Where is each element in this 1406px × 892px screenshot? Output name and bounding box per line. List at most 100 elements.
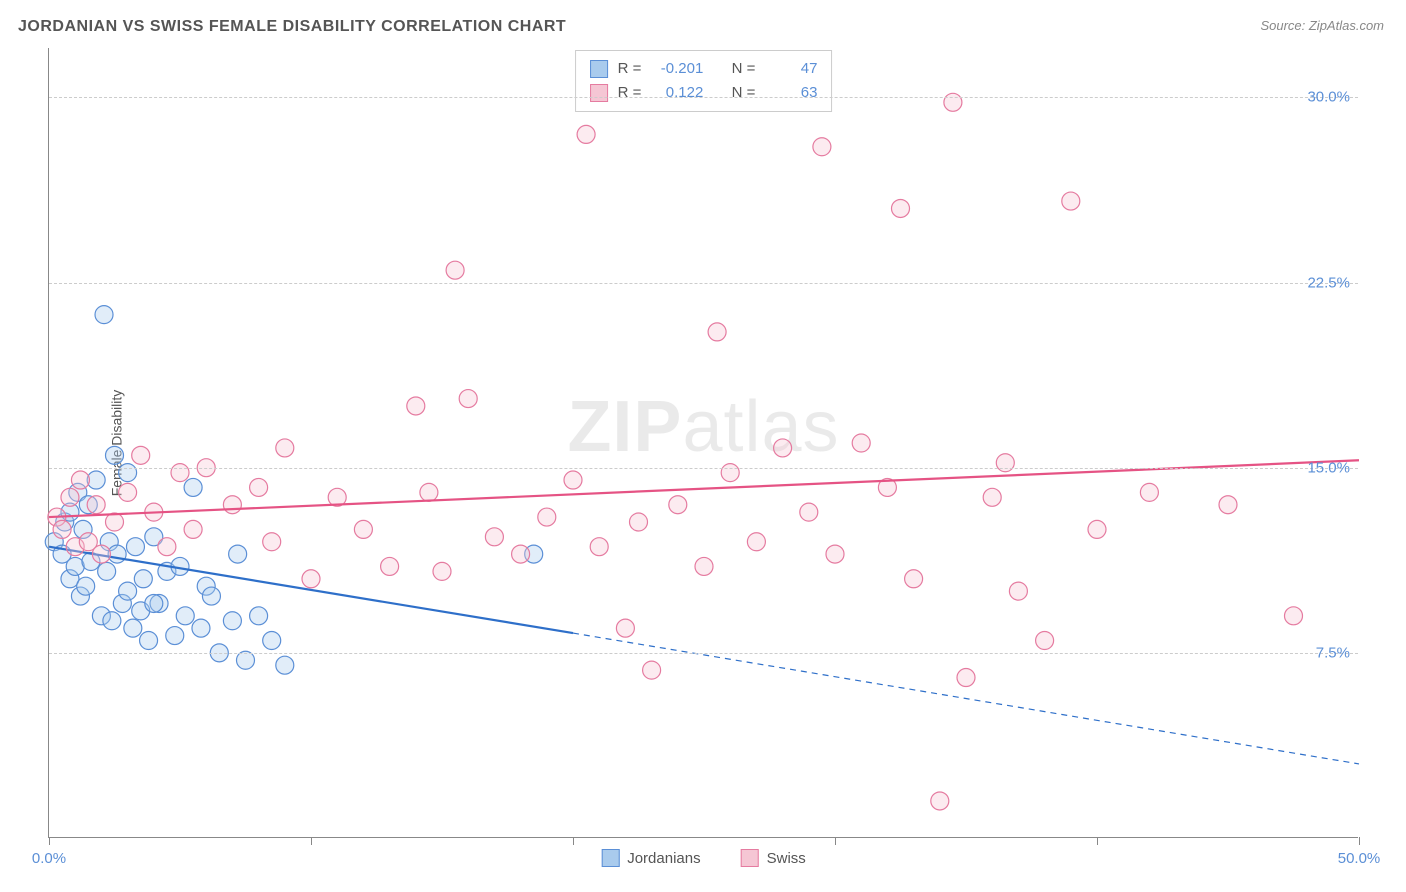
scatter-point — [87, 496, 105, 514]
scatter-point — [512, 545, 530, 563]
x-tick — [1097, 837, 1098, 845]
scatter-point — [263, 632, 281, 650]
n-label: N = — [732, 81, 756, 105]
x-tick-label: 0.0% — [32, 850, 66, 867]
scatter-point — [643, 661, 661, 679]
scatter-point — [813, 138, 831, 156]
scatter-point — [134, 570, 152, 588]
scatter-point — [892, 199, 910, 217]
scatter-point — [176, 607, 194, 625]
scatter-point — [250, 607, 268, 625]
legend-swatch — [741, 849, 759, 867]
scatter-point — [905, 570, 923, 588]
scatter-point — [1088, 520, 1106, 538]
scatter-point — [95, 306, 113, 324]
scatter-point — [708, 323, 726, 341]
scatter-point — [996, 454, 1014, 472]
scatter-point — [616, 619, 634, 637]
x-tick — [1359, 837, 1360, 845]
scatter-point — [184, 520, 202, 538]
scatter-point — [263, 533, 281, 551]
y-tick-label: 22.5% — [1307, 274, 1350, 291]
legend: Jordanians Swiss — [601, 849, 806, 867]
y-tick-label: 30.0% — [1307, 89, 1350, 106]
n-label: N = — [732, 57, 756, 81]
stats-row: R = 0.122 N = 63 — [590, 81, 818, 105]
r-label: R = — [618, 57, 642, 81]
scatter-point — [826, 545, 844, 563]
scatter-point — [250, 478, 268, 496]
correlation-stats-box: R =-0.201 N =47R =0.122 N =63 — [575, 50, 833, 112]
chart-title: JORDANIAN VS SWISS FEMALE DISABILITY COR… — [18, 18, 566, 36]
legend-swatch — [601, 849, 619, 867]
x-tick — [573, 837, 574, 845]
scatter-point — [119, 464, 137, 482]
n-value: 63 — [765, 81, 817, 105]
scatter-point — [77, 577, 95, 595]
r-value: -0.201 — [651, 57, 703, 81]
scatter-point — [145, 594, 163, 612]
chart-svg — [49, 48, 1358, 837]
scatter-point — [564, 471, 582, 489]
gridline — [49, 468, 1358, 469]
scatter-point — [171, 464, 189, 482]
scatter-point — [119, 483, 137, 501]
scatter-point — [1009, 582, 1027, 600]
source-attribution: Source: ZipAtlas.com — [1260, 18, 1384, 33]
y-tick-label: 7.5% — [1316, 644, 1350, 661]
scatter-point — [126, 538, 144, 556]
scatter-point — [459, 390, 477, 408]
scatter-point — [223, 612, 241, 630]
scatter-point — [98, 562, 116, 580]
x-tick — [49, 837, 50, 845]
scatter-point — [852, 434, 870, 452]
plot-area: Female Disability ZIPatlas R =-0.201 N =… — [48, 48, 1358, 838]
scatter-point — [229, 545, 247, 563]
scatter-point — [61, 488, 79, 506]
scatter-point — [103, 612, 121, 630]
r-value: 0.122 — [651, 81, 703, 105]
scatter-point — [381, 557, 399, 575]
x-tick-label: 50.0% — [1338, 850, 1381, 867]
scatter-point — [202, 587, 220, 605]
x-tick — [835, 837, 836, 845]
scatter-point — [538, 508, 556, 526]
scatter-point — [106, 446, 124, 464]
scatter-point — [407, 397, 425, 415]
scatter-point — [124, 619, 142, 637]
scatter-point — [354, 520, 372, 538]
scatter-point — [630, 513, 648, 531]
scatter-point — [931, 792, 949, 810]
scatter-point — [577, 125, 595, 143]
gridline — [49, 653, 1358, 654]
scatter-point — [276, 656, 294, 674]
scatter-point — [106, 513, 124, 531]
scatter-point — [695, 557, 713, 575]
scatter-point — [944, 93, 962, 111]
x-tick — [311, 837, 312, 845]
r-label: R = — [618, 81, 642, 105]
scatter-point — [669, 496, 687, 514]
scatter-point — [237, 651, 255, 669]
trend-line-solid — [49, 460, 1359, 517]
series-swatch — [590, 60, 608, 78]
scatter-point — [276, 439, 294, 457]
scatter-point — [1285, 607, 1303, 625]
gridline — [49, 97, 1358, 98]
scatter-point — [132, 446, 150, 464]
scatter-point — [119, 582, 137, 600]
scatter-point — [590, 538, 608, 556]
scatter-point — [800, 503, 818, 521]
legend-label: Swiss — [767, 850, 806, 867]
legend-label: Jordanians — [627, 850, 700, 867]
scatter-point — [302, 570, 320, 588]
scatter-point — [957, 669, 975, 687]
series-swatch — [590, 84, 608, 102]
scatter-point — [1140, 483, 1158, 501]
scatter-point — [774, 439, 792, 457]
scatter-point — [446, 261, 464, 279]
stats-row: R =-0.201 N =47 — [590, 57, 818, 81]
scatter-point — [747, 533, 765, 551]
scatter-point — [53, 520, 71, 538]
scatter-point — [485, 528, 503, 546]
